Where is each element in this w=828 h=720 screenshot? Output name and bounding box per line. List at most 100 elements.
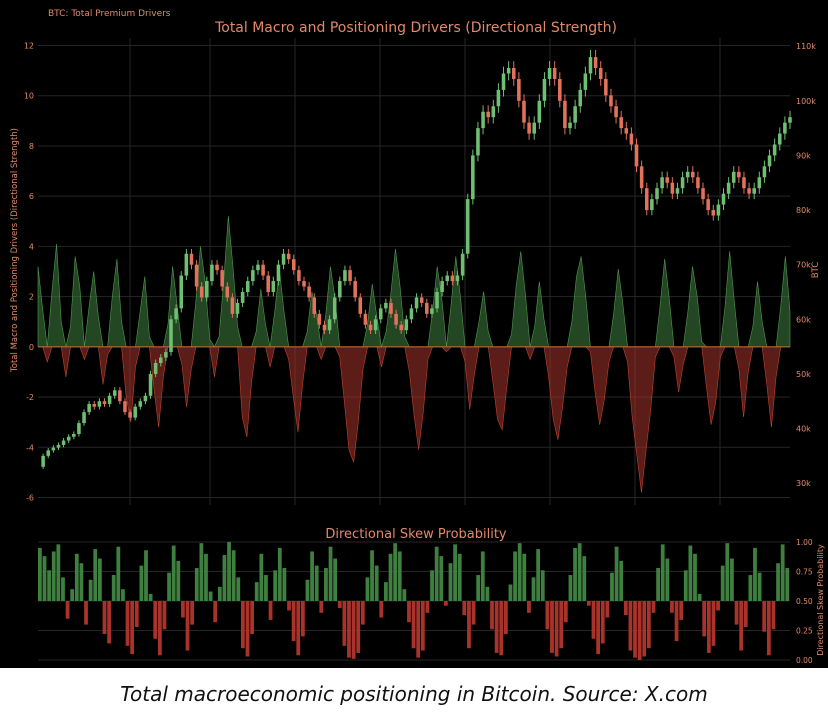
skew-bar (310, 551, 314, 601)
btc-candle-body (276, 264, 281, 282)
chart-canvas: BTC: Total Premium Drivers Total Macro a… (0, 0, 828, 668)
skew-bar (577, 543, 582, 601)
skew-bar (384, 582, 388, 601)
skew-bar (702, 601, 707, 637)
skew-bar (730, 558, 734, 601)
btc-y-tick-label: 50k (796, 370, 811, 379)
skew-bar (47, 570, 52, 601)
skew-y-tick-label: 0.25 (796, 627, 813, 636)
btc-candle-body (685, 171, 690, 178)
btc-candle-body (425, 302, 429, 314)
skew-bar (56, 544, 61, 601)
skew-bar (167, 572, 171, 601)
btc-candle-body (537, 100, 542, 123)
skew-bar (443, 601, 448, 606)
skew-bar (637, 601, 642, 660)
skew-bar (393, 543, 398, 601)
btc-candle-body (573, 106, 577, 123)
btc-candle-body (506, 68, 511, 74)
btc-candle-body (440, 281, 444, 292)
btc-candle-body (496, 89, 501, 107)
skew-bar (162, 601, 167, 630)
skew-bar (527, 601, 531, 613)
strength-area-positive (37, 216, 791, 348)
btc-candle-body (245, 281, 250, 292)
skew-bar (217, 586, 222, 601)
skew-bar (342, 601, 347, 646)
btc-candle-body (430, 308, 434, 314)
btc-candle-body (486, 111, 490, 118)
btc-candle-body (465, 199, 470, 254)
skew-bar (282, 567, 287, 601)
btc-candle-body (593, 57, 598, 69)
skew-bar (591, 601, 596, 639)
btc-candle-body (72, 433, 76, 437)
skew-bar (65, 601, 70, 619)
btc-candle-body (87, 403, 91, 413)
skew-bar (102, 601, 107, 635)
btc-candle-body (292, 259, 296, 271)
skew-chart-title: Directional Skew Probability (325, 527, 507, 542)
skew-bar (656, 567, 660, 601)
skew-bar (697, 593, 702, 601)
btc-candle-body (384, 302, 388, 309)
skew-bar (420, 601, 425, 651)
skew-bar (582, 556, 587, 601)
btc-candle-body (307, 286, 311, 298)
btc-candle-body (317, 313, 322, 325)
skew-bar (287, 601, 291, 611)
btc-candle-body (455, 275, 460, 282)
btc-candle-body (189, 253, 194, 265)
btc-candle-body (148, 373, 153, 396)
main-y-tick-label: 4 (29, 242, 34, 251)
skew-bar (411, 601, 416, 649)
btc-candle-body (394, 313, 398, 325)
btc-candle-body (51, 447, 56, 451)
btc-candle-body (169, 319, 173, 353)
skew-bar (499, 601, 504, 656)
skew-bar (93, 549, 98, 601)
btc-candle-body (123, 401, 127, 413)
skew-bar (88, 579, 93, 601)
btc-candle-body (731, 171, 736, 183)
skew-bar (540, 570, 545, 601)
btc-candle-body (634, 144, 639, 167)
btc-candle-body (174, 308, 178, 320)
skew-bar (74, 553, 79, 601)
btc-candle-body (777, 133, 782, 145)
btc-candle-body (373, 319, 378, 331)
skew-bar (125, 601, 130, 646)
skew-bar (734, 601, 739, 625)
btc-candle-body (772, 144, 777, 156)
skew-bar-series (38, 542, 790, 660)
skew-bar (204, 553, 208, 601)
main-chart-title: Total Macro and Positioning Drivers (Dir… (214, 20, 617, 36)
btc-candle-body (624, 128, 629, 134)
skew-bar (157, 601, 162, 656)
main-y-tick-label: -4 (26, 443, 34, 452)
skew-bar (227, 542, 231, 601)
btc-candle-body (501, 73, 506, 90)
btc-candle-body (133, 406, 137, 418)
skew-bar (356, 601, 361, 653)
btc-candle-body (404, 319, 409, 331)
skew-bar (194, 567, 199, 601)
btc-candle-body (281, 253, 286, 265)
btc-candle-body (128, 412, 132, 418)
skew-bar (573, 547, 577, 601)
skew-bar (171, 545, 176, 601)
skew-bar (148, 593, 153, 601)
skew-bar (277, 547, 282, 601)
skew-bar (268, 601, 273, 620)
btc-candle-body (92, 403, 97, 407)
skew-bar (264, 575, 268, 601)
strength-area-series (37, 216, 791, 493)
btc-candle-body (711, 210, 716, 216)
skew-bar (711, 601, 716, 646)
btc-candle-body (220, 270, 224, 287)
btc-candle-body (522, 100, 526, 123)
skew-bar (605, 601, 610, 618)
skew-bar (587, 601, 591, 606)
btc-candle-body (471, 155, 475, 200)
btc-candle-body (716, 204, 721, 216)
